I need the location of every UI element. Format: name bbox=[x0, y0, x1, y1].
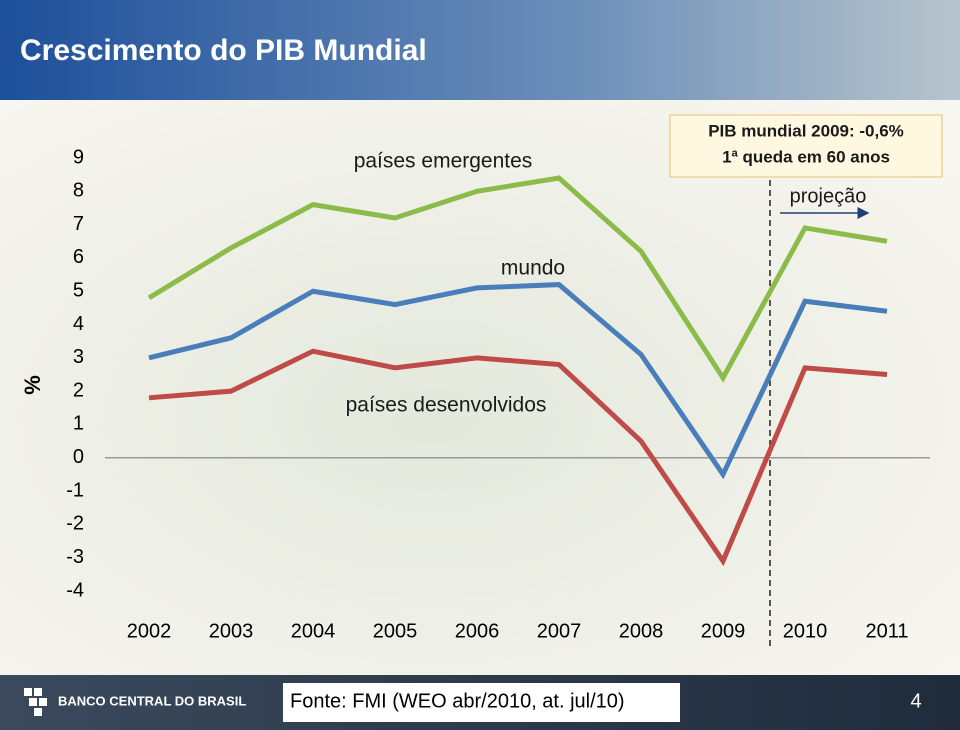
source-box bbox=[283, 683, 680, 722]
y-tick-label: 5 bbox=[73, 280, 84, 302]
y-tick-label: 2 bbox=[73, 379, 84, 401]
y-tick-label: -4 bbox=[66, 579, 84, 601]
annotation-box bbox=[669, 114, 943, 178]
annotation: 1ª queda em 60 anos bbox=[722, 147, 890, 166]
x-tick-label: 2003 bbox=[209, 620, 254, 642]
x-tick-label: 2010 bbox=[783, 620, 828, 642]
x-tick-label: 2007 bbox=[537, 620, 582, 642]
series-label: países emergentes bbox=[354, 150, 533, 173]
x-tick-label: 2005 bbox=[373, 620, 418, 642]
footer-source: Fonte: FMI (WEO abr/2010, at. jul/10) bbox=[290, 690, 625, 712]
logo-icon bbox=[24, 688, 47, 716]
y-tick-label: -1 bbox=[66, 479, 84, 501]
x-tick-label: 2011 bbox=[865, 620, 908, 642]
header-band bbox=[0, 0, 960, 100]
y-axis-label: % bbox=[20, 375, 45, 395]
annotation: PIB mundial 2009: -0,6% bbox=[708, 121, 904, 140]
x-tick-label: 2009 bbox=[701, 620, 746, 642]
series-line bbox=[148, 348, 888, 567]
y-tick-label: 8 bbox=[73, 180, 84, 202]
series-line bbox=[148, 282, 888, 480]
page-number: 4 bbox=[910, 690, 921, 712]
y-tick-label: 1 bbox=[73, 413, 84, 435]
y-tick-label: 9 bbox=[73, 146, 84, 168]
y-tick-label: 4 bbox=[73, 313, 84, 335]
y-tick-label: 7 bbox=[73, 213, 84, 235]
x-tick-label: 2006 bbox=[455, 620, 500, 642]
footer-logo: BANCO CENTRAL DO BRASIL bbox=[58, 693, 246, 708]
series-line bbox=[147, 175, 888, 383]
series-label: mundo bbox=[501, 257, 565, 280]
chart-title: Crescimento do PIB Mundial bbox=[20, 34, 427, 67]
x-tick-label: 2002 bbox=[127, 620, 172, 642]
y-tick-label: 3 bbox=[73, 346, 84, 368]
x-tick-label: 2004 bbox=[291, 620, 336, 642]
y-tick-label: 6 bbox=[73, 246, 84, 268]
background bbox=[0, 100, 960, 675]
plot: 9 8 7 6 5 4 3 2 1 0 -1 -2 -3 -4 2002 2003 2004 2005 2006 20… bbox=[66, 146, 930, 642]
y-tick-label: 0 bbox=[73, 446, 84, 468]
x-tick-label: 2008 bbox=[619, 620, 664, 642]
series-label: países desenvolvidos bbox=[346, 394, 547, 417]
y-tick-label: -2 bbox=[66, 513, 84, 535]
y-tick-label: -3 bbox=[66, 546, 84, 568]
annotation: projeção bbox=[790, 185, 867, 207]
